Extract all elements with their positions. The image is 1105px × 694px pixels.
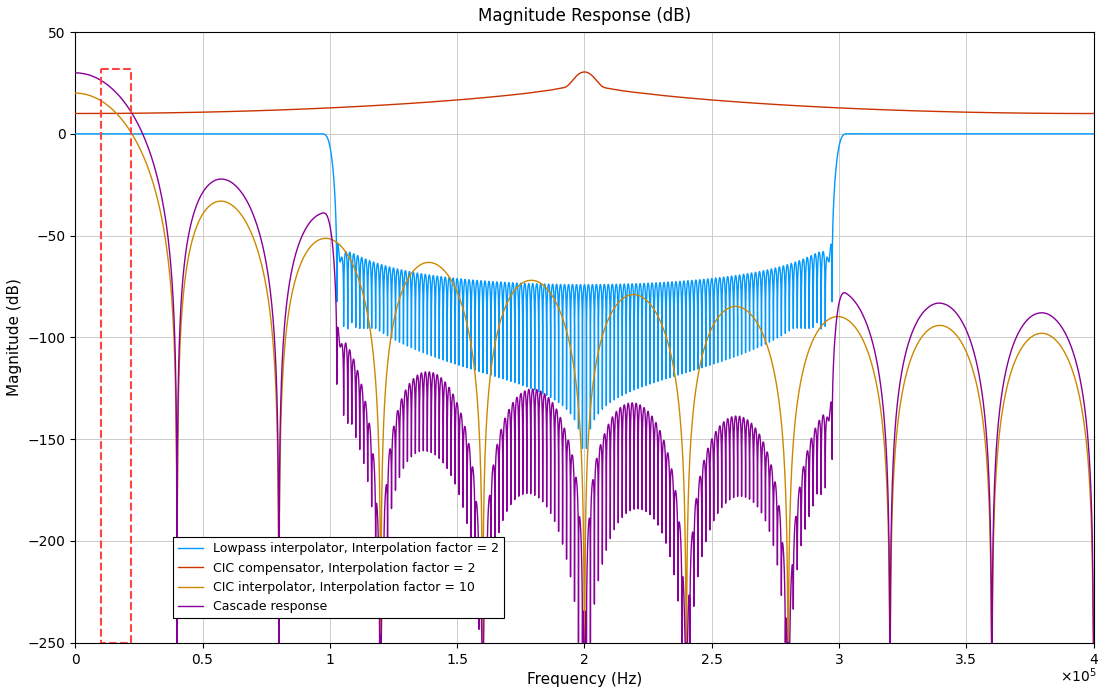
Y-axis label: Magnitude (dB): Magnitude (dB) <box>7 278 22 396</box>
Cascade response <box>69 69 82 77</box>
Lowpass interpolator, Interpolation factor = 2 <box>576 444 589 452</box>
CIC compensator, Interpolation factor = 2 <box>578 68 591 76</box>
CIC interpolator, Interpolation factor = 10 <box>691 376 704 384</box>
CIC compensator, Interpolation factor = 2 <box>69 110 82 118</box>
Title: Magnitude Response (dB): Magnitude Response (dB) <box>477 7 691 25</box>
CIC compensator, Interpolation factor = 2 <box>197 108 210 117</box>
CIC compensator, Interpolation factor = 2 <box>943 108 956 116</box>
Lowpass interpolator, Interpolation factor = 2 <box>841 130 854 138</box>
Line: CIC interpolator, Interpolation factor = 10: CIC interpolator, Interpolation factor =… <box>75 93 1094 643</box>
CIC interpolator, Interpolation factor = 10 <box>885 509 898 517</box>
CIC compensator, Interpolation factor = 2 <box>1087 110 1101 118</box>
Legend: Lowpass interpolator, Interpolation factor = 2, CIC compensator, Interpolation f: Lowpass interpolator, Interpolation fact… <box>173 537 504 618</box>
Line: Lowpass interpolator, Interpolation factor = 2: Lowpass interpolator, Interpolation fact… <box>75 134 1094 448</box>
Cascade response <box>943 302 956 310</box>
CIC compensator, Interpolation factor = 2 <box>691 94 704 103</box>
CIC compensator, Interpolation factor = 2 <box>722 97 735 105</box>
Line: Cascade response: Cascade response <box>75 73 1094 643</box>
CIC compensator, Interpolation factor = 2 <box>885 106 898 115</box>
Cascade response <box>691 502 704 511</box>
Lowpass interpolator, Interpolation factor = 2 <box>691 291 704 299</box>
Text: $\times10^5$: $\times10^5$ <box>1060 666 1096 685</box>
CIC interpolator, Interpolation factor = 10 <box>69 89 82 97</box>
Cascade response <box>170 638 183 647</box>
CIC interpolator, Interpolation factor = 10 <box>943 324 956 332</box>
Lowpass interpolator, Interpolation factor = 2 <box>1087 130 1101 138</box>
Lowpass interpolator, Interpolation factor = 2 <box>722 276 735 284</box>
CIC compensator, Interpolation factor = 2 <box>369 101 382 110</box>
Lowpass interpolator, Interpolation factor = 2 <box>885 130 898 138</box>
CIC interpolator, Interpolation factor = 10 <box>197 209 210 217</box>
Lowpass interpolator, Interpolation factor = 2 <box>943 130 956 138</box>
CIC interpolator, Interpolation factor = 10 <box>722 304 735 312</box>
X-axis label: Frequency (Hz): Frequency (Hz) <box>527 672 642 687</box>
Cascade response <box>722 417 735 425</box>
Line: CIC compensator, Interpolation factor = 2: CIC compensator, Interpolation factor = … <box>75 72 1094 114</box>
CIC interpolator, Interpolation factor = 10 <box>1087 638 1101 647</box>
Lowpass interpolator, Interpolation factor = 2 <box>369 273 382 281</box>
Cascade response <box>197 187 210 196</box>
Cascade response <box>370 500 383 508</box>
CIC interpolator, Interpolation factor = 10 <box>370 387 383 395</box>
CIC compensator, Interpolation factor = 2 <box>1080 110 1093 118</box>
Cascade response <box>885 485 898 493</box>
Cascade response <box>1087 638 1101 647</box>
Lowpass interpolator, Interpolation factor = 2 <box>197 130 210 138</box>
Lowpass interpolator, Interpolation factor = 2 <box>69 130 82 138</box>
CIC interpolator, Interpolation factor = 10 <box>170 638 183 647</box>
